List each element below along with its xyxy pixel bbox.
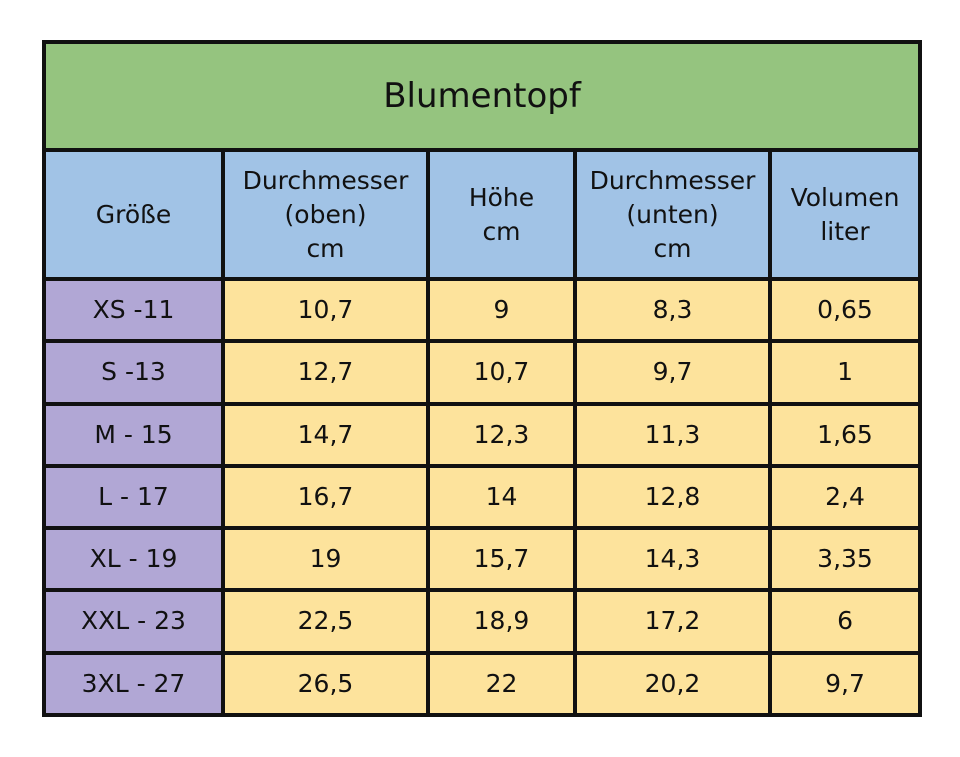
height-cell: 15,7 [426,526,577,593]
volume-cell: 3,35 [767,526,923,593]
table-row: S -13 12,7 10,7 9,7 1 [42,339,923,406]
header-line: Höhe [468,182,535,212]
table-row: L - 17 16,7 14 12,8 2,4 [42,463,923,531]
table-row: XXL - 23 22,5 18,9 17,2 6 [42,588,923,655]
height-cell: 10,7 [426,339,577,406]
header-line: cm [653,233,692,263]
header-line: (unten) [626,199,719,229]
header-line: cm [306,233,345,263]
header-durchmesser-unten: Durchmesser (unten) cm [573,148,772,282]
table-title: Blumentopf [41,39,923,153]
table-row: XS -11 10,7 9 8,3 0,65 [42,277,923,344]
volume-cell: 9,7 [767,650,923,718]
volume-cell: 1,65 [767,401,923,468]
header-groesse: Größe [42,148,225,282]
diameter-top-cell: 14,7 [221,401,430,468]
diameter-bottom-cell: 14,3 [573,526,772,593]
table-row: M - 15 14,7 12,3 11,3 1,65 [42,401,923,468]
title-row: Blumentopf [41,39,923,153]
diameter-top-cell: 12,7 [221,339,430,406]
size-cell: S -13 [42,339,225,406]
diameter-bottom-cell: 20,2 [573,650,772,718]
header-line: Volumen [790,182,900,212]
diameter-top-cell: 22,5 [221,588,430,655]
table-row: XL - 19 19 15,7 14,3 3,35 [42,526,923,593]
size-cell: XL - 19 [42,526,225,593]
diameter-bottom-cell: 8,3 [573,277,772,344]
header-line: liter [820,216,870,246]
diameter-top-cell: 10,7 [221,277,430,344]
size-chart-container: Blumentopf Größe Durchmesser (oben) cm H… [41,39,923,718]
header-line: (oben) [284,199,367,229]
diameter-bottom-cell: 9,7 [573,339,772,406]
volume-cell: 2,4 [767,463,923,531]
diameter-bottom-cell: 12,8 [573,463,772,531]
header-line: cm [482,216,521,246]
header-row: Größe Durchmesser (oben) cm Höhe cm Durc… [42,148,923,282]
header-line: Durchmesser [589,165,756,195]
height-cell: 22 [426,650,577,718]
size-chart-table: Blumentopf Größe Durchmesser (oben) cm H… [41,39,923,718]
header-line: Durchmesser [242,165,409,195]
header-line: Größe [95,199,172,229]
diameter-top-cell: 19 [221,526,430,593]
diameter-top-cell: 16,7 [221,463,430,531]
size-cell: 3XL - 27 [42,650,225,718]
volume-cell: 0,65 [767,277,923,344]
header-hoehe: Höhe cm [426,148,577,282]
height-cell: 14 [426,463,577,531]
diameter-bottom-cell: 17,2 [573,588,772,655]
volume-cell: 1 [767,339,923,406]
diameter-top-cell: 26,5 [221,650,430,718]
height-cell: 9 [426,277,577,344]
table-row: 3XL - 27 26,5 22 20,2 9,7 [42,650,923,718]
header-volumen: Volumen liter [767,148,923,282]
header-durchmesser-oben: Durchmesser (oben) cm [221,148,430,282]
size-cell: XXL - 23 [42,588,225,655]
size-cell: XS -11 [42,277,225,344]
height-cell: 18,9 [426,588,577,655]
diameter-bottom-cell: 11,3 [573,401,772,468]
volume-cell: 6 [767,588,923,655]
size-cell: L - 17 [42,463,225,531]
size-cell: M - 15 [42,401,225,468]
height-cell: 12,3 [426,401,577,468]
